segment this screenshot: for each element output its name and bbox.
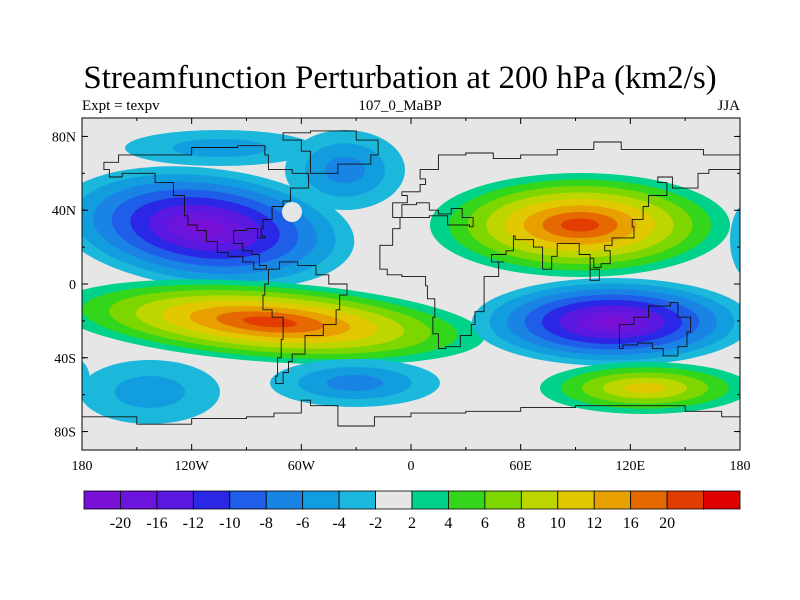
colorbar-label: -2 (369, 515, 382, 532)
colorbar-label: -16 (146, 515, 167, 532)
coastline-antarctica-coast (82, 399, 740, 427)
pos-anomaly-asia-level-8 (561, 218, 599, 232)
colorbar-box (83, 490, 121, 510)
axis-ticks: 80N 40N 0 40S 80S 180 120W 60W 0 60E 120E 180 (52, 118, 751, 474)
neg-anomaly-far-east-edge-level-2 (741, 220, 763, 260)
neg-anomaly-indian-ocean-level-8 (594, 316, 630, 328)
colorbar-box (630, 490, 668, 510)
neg-anomaly-south-atlantic-level-3 (326, 375, 384, 391)
lat-tick-label: 80S (54, 426, 76, 441)
lat-tick-label: 0 (69, 278, 76, 293)
colorbar-box (484, 490, 522, 510)
colorbar-box (666, 490, 704, 510)
neg-anomaly-arctic-west (125, 130, 315, 166)
colorbar-box (593, 490, 632, 510)
colorbar-box (265, 490, 304, 510)
colorbar-label: 6 (481, 515, 489, 532)
lat-tick-label: 40N (52, 204, 76, 219)
coastline-australia (618, 301, 692, 357)
colorbar-box (520, 490, 559, 510)
pos-anomaly-south-pacific (82, 279, 485, 365)
colorbar-box (229, 490, 267, 510)
colorbar-label: 10 (550, 515, 566, 532)
coastline-eurasia-africa (379, 141, 740, 350)
colorbar-label: 4 (444, 515, 452, 532)
lon-tick-label: 180 (72, 459, 93, 474)
lat-tick-label: 80N (52, 130, 76, 145)
neg-anomaly-north-pacific-level-8 (186, 220, 224, 236)
colorbar-label: -12 (183, 515, 204, 532)
lon-tick-label: 180 (730, 459, 751, 474)
coastline-greenland (282, 130, 379, 174)
colorbar-box (120, 490, 158, 510)
pos-anomaly-southern-ocean-level-5 (624, 382, 666, 394)
right-string: JJA (717, 98, 740, 114)
colorbar-box (192, 490, 231, 510)
coastline-north-america (103, 145, 310, 270)
left-string: Expt = texpv (82, 98, 160, 114)
coastlines (82, 130, 740, 427)
colorbar: -20 -16 -12 -10 -8 -6 -4 -2 2 4 6 8 10 12 16 20 (83, 490, 741, 532)
plot-title: Streamfunction Perturbation at 200 hPa (… (83, 60, 717, 96)
colorbar-box (557, 490, 595, 510)
lon-tick-label: 120W (175, 459, 210, 474)
neg-anomaly-indian-ocean (472, 278, 740, 366)
coastline-south-america (262, 261, 348, 385)
colorbar-box (156, 490, 194, 510)
lon-tick-label: 60E (509, 459, 532, 474)
colorbar-label: -4 (332, 515, 345, 532)
neg-anomaly-north-pacific (82, 166, 355, 290)
neg-anomaly-arctic-west-level-2 (172, 139, 268, 157)
colorbar-box (411, 490, 449, 510)
colorbar-box (448, 490, 486, 510)
neg-anomaly-north-atlantic-level-3 (325, 156, 365, 184)
colorbar-label: 16 (623, 515, 639, 532)
colorbar-box (375, 490, 413, 510)
lon-tick-label: 120E (616, 459, 646, 474)
lat-tick-label: 40S (54, 352, 76, 367)
neg-anomaly-south-atlantic (270, 359, 440, 407)
colorbar-box (302, 490, 340, 510)
neg-anomaly-far-east-edge-level-1 (730, 206, 740, 274)
center-string: 107_0_MaBP (358, 98, 442, 114)
neg-anomaly-far-east-edge (730, 206, 763, 274)
neg-anomaly-far-west-edge-level-2 (66, 369, 82, 391)
contour-field (66, 118, 763, 450)
neg-anomaly-north-atlantic (285, 130, 405, 210)
zero-hole (282, 202, 302, 222)
colorbar-label: -6 (296, 515, 309, 532)
colorbar-label: 2 (408, 515, 416, 532)
colorbar-label: -10 (219, 515, 240, 532)
lon-tick-label: 60W (288, 459, 316, 474)
colorbar-label: -8 (260, 515, 273, 532)
colorbar-label: -20 (110, 515, 131, 532)
colorbar-label: 12 (586, 515, 602, 532)
colorbar-box (703, 490, 741, 510)
pos-anomaly-southern-ocean (540, 362, 740, 414)
pos-anomaly-asia (430, 173, 730, 277)
neg-anomaly-far-west-edge (66, 360, 90, 400)
colorbar-box (338, 490, 376, 510)
neg-anomaly-far-west-edge-level-1 (82, 360, 90, 400)
lon-tick-label: 0 (408, 459, 415, 474)
neg-anomaly-south-pacific-west-level-2 (115, 376, 185, 408)
neg-anomaly-south-pacific-west (82, 360, 220, 424)
colorbar-label: 20 (659, 515, 675, 532)
colorbar-label: 8 (517, 515, 525, 532)
